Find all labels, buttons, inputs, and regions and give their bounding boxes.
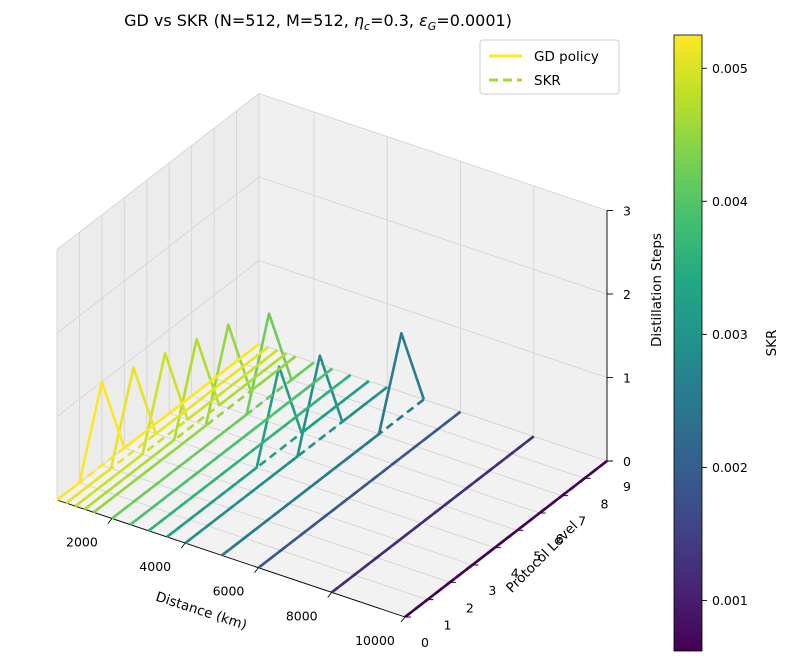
colorbar: 0.001 0.002 0.003 0.004 0.005 SKR xyxy=(673,34,780,652)
grid-line-y-floor xyxy=(169,412,518,531)
x-tick-label: 4000 xyxy=(139,559,171,574)
grid-line-z-back xyxy=(258,260,608,378)
y-tick-label: 6 xyxy=(556,531,564,546)
legend-skr-label: SKR xyxy=(534,73,561,89)
x-tick-label: 10000 xyxy=(355,633,395,648)
grid-line-z-left xyxy=(56,93,260,250)
gd-policy-line xyxy=(221,331,426,557)
gd-policy-line xyxy=(166,365,370,538)
grid-line-y-floor xyxy=(124,447,473,566)
x-tick xyxy=(107,518,113,524)
x-tick xyxy=(180,542,186,549)
y-tick-label: 2 xyxy=(466,600,474,615)
z-tick-label: 2 xyxy=(623,287,631,302)
gd-policy-line xyxy=(111,312,315,520)
gd-policy-line xyxy=(330,435,535,594)
gd-policy-line xyxy=(83,337,288,511)
gd-policy-line xyxy=(65,346,269,505)
grid-line-y-floor xyxy=(146,430,495,549)
gd-policy-line xyxy=(92,323,297,514)
grid-line-y-floor xyxy=(101,464,451,583)
grid-line-z-back xyxy=(258,93,608,211)
x-tick-label: 2000 xyxy=(66,534,98,549)
series-lines xyxy=(56,312,608,619)
colorbar-label: SKR xyxy=(764,330,780,357)
y-tick-label: 7 xyxy=(578,514,586,529)
colorbar-tick-label: 0.003 xyxy=(712,327,748,342)
gd-policy-line xyxy=(129,367,334,526)
gd-policy-line xyxy=(404,459,608,619)
gd-policy-line xyxy=(147,373,352,532)
floor-pane xyxy=(57,344,607,617)
x-tick xyxy=(327,592,333,598)
legend-box xyxy=(479,39,620,95)
x-axis-line xyxy=(56,499,406,618)
gd-policy-line xyxy=(74,349,279,508)
y-tick-label: 0 xyxy=(421,635,429,650)
grid-line-y-floor xyxy=(79,482,428,601)
colorbar-tick-label: 0.004 xyxy=(712,194,748,209)
colorbar-tick-label: 0.005 xyxy=(712,61,748,76)
z-tick-label: 1 xyxy=(623,371,631,386)
grid-line-y-floor xyxy=(236,360,585,479)
y-tick-label: 1 xyxy=(443,618,451,633)
colorbar-tick-label: 0.002 xyxy=(712,460,748,475)
grid-line-z-back xyxy=(258,176,608,295)
colorbar-gradient xyxy=(673,34,703,652)
grid-line-z-left xyxy=(56,176,260,334)
legend-gd-label: GD policy xyxy=(534,49,599,65)
y-tick-label: 3 xyxy=(488,583,496,598)
colorbar-tick-label: 0.001 xyxy=(712,593,748,608)
y-tick-label: 4 xyxy=(511,566,519,581)
y-tick-label: 5 xyxy=(533,548,541,563)
legend: GD policy SKR xyxy=(479,39,620,95)
z-tick-label: 0 xyxy=(623,454,631,469)
y-tick-label: 9 xyxy=(623,479,631,494)
chart-title: GD vs SKR (N=512, M=512, ηc=0.3, εG=0.00… xyxy=(124,11,512,33)
x-tick xyxy=(254,567,259,574)
z-tick-label: 3 xyxy=(623,204,631,219)
z-axis-label: Distillation Steps xyxy=(649,233,665,347)
grid-line-y-floor xyxy=(191,395,540,514)
gd-policy-line xyxy=(184,354,389,545)
colorbar-ticks: 0.001 0.002 0.003 0.004 0.005 xyxy=(702,61,748,608)
x-tick-label: 6000 xyxy=(213,584,245,599)
gd-policy-line xyxy=(257,410,462,569)
axis-panes xyxy=(57,93,607,617)
y-tick-label: 8 xyxy=(601,496,609,511)
back-pane xyxy=(259,93,607,461)
x-tick-label: 8000 xyxy=(286,608,318,623)
grid-line-z-left xyxy=(56,260,260,417)
x-tick xyxy=(400,616,406,623)
gd-policy-line xyxy=(56,342,260,502)
